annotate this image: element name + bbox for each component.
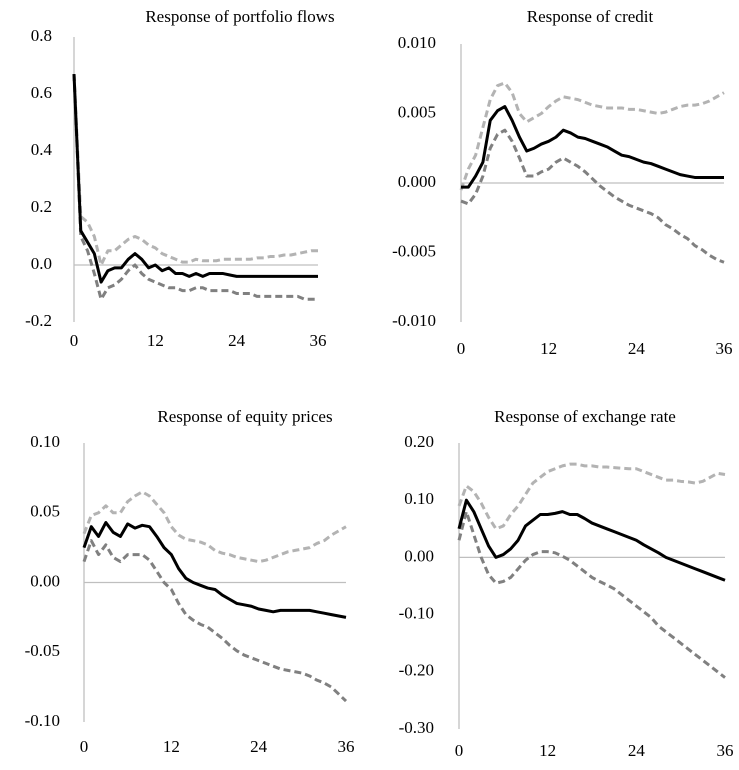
chart-title: Response of portfolio flows bbox=[145, 7, 334, 26]
series-line bbox=[461, 105, 724, 189]
x-tick-label: 24 bbox=[628, 339, 646, 358]
y-tick-label: 0.00 bbox=[30, 571, 60, 590]
chart-title: Response of equity prices bbox=[157, 407, 332, 426]
x-tick-label: 36 bbox=[310, 331, 327, 350]
series-line bbox=[82, 521, 347, 619]
x-tick-label: 12 bbox=[540, 339, 557, 358]
y-tick-label: 0.10 bbox=[30, 432, 60, 451]
y-tick-label: 0.000 bbox=[398, 172, 436, 191]
x-tick-label: 12 bbox=[147, 331, 164, 350]
series-line bbox=[457, 462, 726, 531]
x-tick-label: 12 bbox=[163, 737, 180, 756]
y-tick-label: -0.30 bbox=[399, 718, 434, 737]
series-line bbox=[460, 128, 725, 264]
series-line bbox=[82, 490, 347, 564]
x-tick-label: 12 bbox=[539, 741, 556, 760]
x-tick-label: 0 bbox=[70, 331, 79, 350]
series-line bbox=[457, 498, 726, 582]
x-tick-label: 36 bbox=[716, 339, 733, 358]
series-line bbox=[457, 510, 726, 679]
y-tick-label: -0.10 bbox=[399, 604, 434, 623]
y-tick-label: 0.8 bbox=[31, 26, 52, 45]
chart-title: Response of credit bbox=[527, 7, 654, 26]
y-tick-label: 0.0 bbox=[31, 254, 52, 273]
x-tick-label: 24 bbox=[628, 741, 646, 760]
x-tick-label: 36 bbox=[717, 741, 734, 760]
y-tick-label: 0.10 bbox=[404, 489, 434, 508]
y-tick-label: -0.10 bbox=[25, 711, 60, 730]
y-tick-label: -0.010 bbox=[392, 311, 436, 330]
y-tick-label: 0.005 bbox=[398, 102, 436, 121]
x-tick-label: 0 bbox=[455, 741, 464, 760]
x-tick-label: 0 bbox=[457, 339, 466, 358]
y-tick-label: 0.6 bbox=[31, 83, 52, 102]
y-tick-label: 0.2 bbox=[31, 197, 52, 216]
y-tick-label: -0.20 bbox=[399, 661, 434, 680]
chart-title: Response of exchange rate bbox=[494, 407, 676, 426]
y-tick-label: 0.05 bbox=[30, 502, 60, 521]
y-tick-label: 0.010 bbox=[398, 33, 436, 52]
y-tick-label: 0.00 bbox=[404, 546, 434, 565]
x-tick-label: 24 bbox=[228, 331, 246, 350]
x-tick-label: 36 bbox=[338, 737, 355, 756]
series-line bbox=[72, 73, 318, 301]
series-line bbox=[72, 73, 318, 267]
series-line bbox=[72, 73, 318, 284]
y-tick-label: 0.20 bbox=[404, 432, 434, 451]
series-line bbox=[459, 81, 725, 191]
y-tick-label: -0.005 bbox=[392, 241, 436, 260]
series-line bbox=[82, 539, 348, 703]
x-tick-label: 0 bbox=[80, 737, 89, 756]
x-tick-label: 24 bbox=[250, 737, 268, 756]
y-tick-label: -0.05 bbox=[25, 641, 60, 660]
y-tick-label: 0.4 bbox=[31, 140, 53, 159]
y-tick-label: -0.2 bbox=[25, 311, 52, 330]
